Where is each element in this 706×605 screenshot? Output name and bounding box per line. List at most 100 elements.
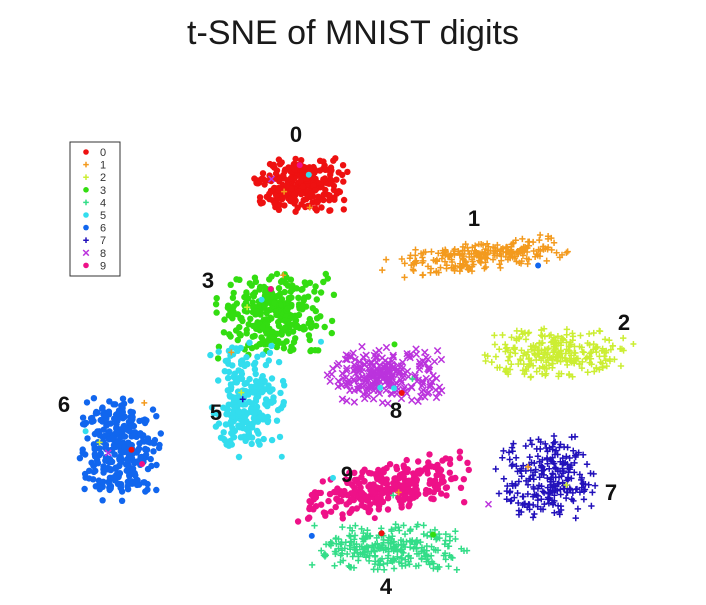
point-digit-0 (299, 169, 306, 176)
point-digit-3 (324, 275, 331, 282)
point-digit-5 (256, 378, 264, 386)
point-digit-7 (538, 470, 545, 478)
point-digit-8 (408, 396, 416, 404)
legend-marker-6 (83, 224, 89, 231)
point-digit-1 (482, 263, 490, 271)
point-digit-6 (110, 474, 118, 481)
point-digit-7 (571, 469, 578, 476)
point-digit-2 (576, 360, 583, 368)
point-digit-3 (234, 336, 241, 344)
point-digit-7 (559, 479, 566, 486)
point-digit-6 (126, 472, 133, 480)
point-digit-4 (400, 522, 407, 529)
point-digit-7 (529, 472, 537, 479)
point-digit-7 (513, 462, 520, 470)
point-digit-9 (383, 478, 390, 486)
point-digit-7 (519, 493, 526, 500)
point-digit-2 (547, 331, 555, 339)
point-digit-2 (585, 330, 593, 338)
point-digit-7 (554, 451, 561, 458)
point-digit-3 (236, 330, 243, 338)
point-digit-8 (326, 377, 334, 386)
point-digit-9 (465, 466, 472, 474)
point-digit-7 (576, 471, 584, 478)
point-digit-6 (144, 465, 152, 473)
point-digit-4 (365, 557, 373, 565)
point-digit-9 (369, 487, 376, 495)
point-digit-4 (378, 555, 386, 562)
point-digit-8 (403, 349, 411, 358)
point-digit-2 (542, 372, 549, 379)
point-digit-3 (247, 315, 254, 322)
point-digit-8 (368, 365, 377, 373)
point-digit-6 (100, 478, 107, 485)
point-digit-9 (461, 499, 468, 506)
outlier-point (139, 461, 146, 467)
point-digit-9 (426, 487, 433, 495)
point-digit-4 (415, 562, 422, 569)
point-digit-9 (464, 459, 471, 466)
point-digit-7 (539, 488, 547, 495)
point-digit-1 (470, 253, 478, 260)
point-digit-7 (499, 454, 506, 461)
point-digit-0 (256, 194, 264, 201)
point-digit-0 (307, 190, 314, 197)
point-digit-6 (117, 484, 124, 491)
point-digit-6 (96, 428, 103, 435)
point-digit-0 (328, 179, 335, 187)
point-digit-0 (299, 183, 307, 190)
point-digit-5 (251, 366, 259, 373)
point-digit-4 (308, 561, 316, 569)
point-digit-5 (250, 361, 258, 368)
point-digit-6 (137, 454, 144, 461)
point-digit-2 (601, 353, 608, 360)
legend-label-3: 3 (100, 185, 106, 197)
point-digit-3 (311, 288, 318, 295)
point-digit-6 (128, 441, 135, 449)
point-digit-2 (539, 363, 546, 370)
point-digit-9 (358, 502, 365, 509)
point-digit-2 (525, 355, 533, 362)
point-digit-4 (384, 537, 392, 544)
point-digit-6 (118, 497, 126, 504)
point-digit-0 (302, 203, 309, 211)
point-digit-6 (119, 395, 127, 402)
point-digit-3 (212, 301, 220, 308)
point-digit-6 (124, 457, 131, 464)
legend-marker-8 (82, 249, 90, 257)
points-layer (76, 155, 637, 573)
point-digit-6 (149, 406, 157, 413)
legend-label-4: 4 (100, 197, 106, 209)
point-digit-5 (269, 386, 276, 393)
point-digit-2 (482, 357, 489, 365)
point-digit-2 (606, 357, 614, 365)
point-digit-5 (224, 357, 231, 364)
point-digit-2 (533, 368, 540, 375)
point-digit-9 (439, 457, 446, 464)
outlier-point (308, 532, 315, 539)
point-digit-8 (359, 374, 368, 383)
point-digit-1 (536, 231, 544, 239)
point-digit-2 (524, 348, 532, 356)
point-digit-4 (341, 545, 349, 552)
point-digit-4 (351, 532, 359, 539)
point-digit-4 (335, 545, 342, 552)
point-digit-7 (583, 461, 591, 468)
point-digit-6 (112, 401, 119, 408)
point-digit-9 (415, 458, 422, 465)
point-digit-1 (517, 260, 525, 267)
cluster-label-6: 6 (58, 392, 70, 417)
point-digit-8 (384, 399, 392, 408)
point-digit-0 (316, 157, 324, 164)
legend-label-2: 2 (100, 172, 106, 184)
point-digit-4 (338, 540, 345, 548)
point-digit-1 (455, 248, 462, 255)
point-digit-4 (395, 524, 402, 531)
point-digit-7 (580, 496, 588, 503)
point-digit-9 (386, 461, 394, 468)
point-digit-5 (217, 434, 225, 441)
point-digit-5 (224, 387, 231, 394)
point-digit-2 (562, 350, 569, 357)
point-digit-4 (406, 544, 414, 551)
point-digit-2 (601, 336, 609, 343)
